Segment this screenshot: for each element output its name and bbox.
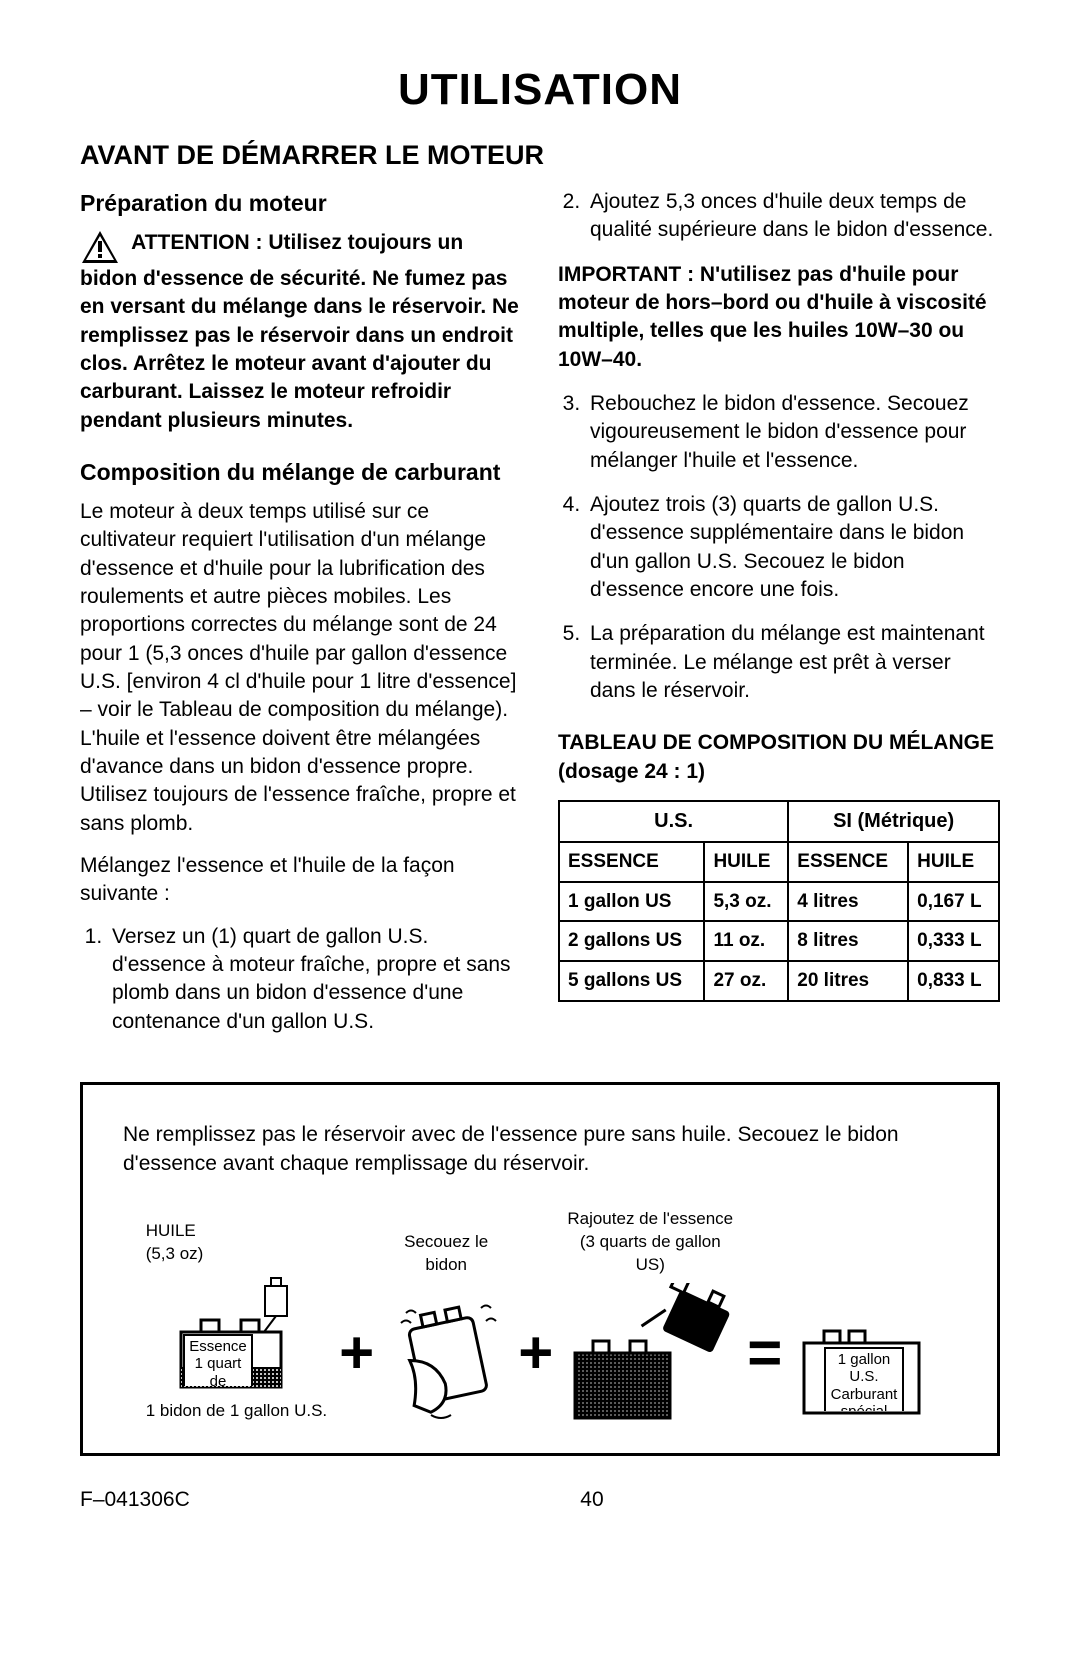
diagram-caption: Ne remplissez pas le réservoir avec de l… (123, 1121, 957, 1178)
table-subheader-1: HUILE (704, 842, 788, 882)
mix-table: U.S. SI (Métrique) ESSENCE HUILE ESSENCE… (558, 800, 1000, 1002)
add-gas-icon (565, 1283, 735, 1423)
steps-list-left: Versez un (1) quart de gallon U.S. d'ess… (80, 923, 522, 1036)
step-4: Ajoutez trois (3) quarts de gallon U.S. … (586, 491, 1000, 604)
table-header-si: SI (Métrique) (788, 801, 999, 842)
table-subheader-3: HUILE (908, 842, 999, 882)
equals-icon: = (747, 1312, 782, 1423)
paragraph-composition: Le moteur à deux temps utilisé sur ce cu… (80, 498, 522, 838)
shake-can-icon (386, 1283, 506, 1423)
table-row: 2 gallons US11 oz.8 litres0,333 L (559, 921, 999, 961)
diagram-step-1: HUILE (5,3 oz) Essenc (146, 1206, 327, 1423)
result-can-icon: 1 gallon U.S. Carburant spécial (794, 1303, 934, 1423)
can1-caption: 1 bidon de 1 gallon U.S. (146, 1400, 327, 1423)
page-footer: F–041306C 40 (80, 1486, 1000, 1514)
oil-label: HUILE (5,3 oz) (146, 1206, 327, 1266)
two-column-layout: Préparation du moteur ATTENTION : Utilis… (80, 188, 1000, 1052)
diagram-box: Ne remplissez pas le réservoir avec de l… (80, 1082, 1000, 1456)
step-2: Ajoutez 5,3 onces d'huile deux temps de … (586, 188, 1000, 245)
steps-list-right-a: Ajoutez 5,3 onces d'huile deux temps de … (558, 188, 1000, 245)
table-row: 1 gallon US5,3 oz.4 litres0,167 L (559, 882, 999, 922)
footer-page-number: 40 (580, 1486, 603, 1514)
subheading-composition: Composition du mélange de carburant (80, 457, 522, 488)
warning-icon (80, 229, 120, 265)
step-5: La préparation du mélange est maintenant… (586, 620, 1000, 705)
plus-icon: + (339, 1312, 374, 1423)
step-3: Rebouchez le bidon d'essence. Secouez vi… (586, 390, 1000, 475)
step-1: Versez un (1) quart de gallon U.S. d'ess… (108, 923, 522, 1036)
warning-block: ATTENTION : Utilisez toujours un bidon d… (80, 229, 522, 435)
plus-icon: + (518, 1312, 553, 1423)
footer-doc-id: F–041306C (80, 1486, 190, 1514)
table-title: TABLEAU DE COMPOSITION DU MÉLANGE (dosag… (558, 729, 1000, 786)
table-header-us: U.S. (559, 801, 788, 842)
shake-label: Secouez le bidon (404, 1217, 488, 1277)
warning-text: ATTENTION : Utilisez toujours un bidon d… (80, 231, 519, 432)
gas-can-oil-icon: Essence 1 quart de gallon US (171, 1272, 301, 1392)
paragraph-mix-intro: Mélangez l'essence et l'huile de la faço… (80, 852, 522, 909)
subheading-preparation: Préparation du moteur (80, 188, 522, 219)
result-inner-label: 1 gallon U.S. Carburant spécial (824, 1347, 904, 1411)
left-column: Préparation du moteur ATTENTION : Utilis… (80, 188, 522, 1052)
add-gas-label: Rajoutez de l'essence (3 quarts de gallo… (567, 1208, 733, 1277)
right-column: Ajoutez 5,3 onces d'huile deux temps de … (558, 188, 1000, 1052)
steps-list-right-b: Rebouchez le bidon d'essence. Secouez vi… (558, 390, 1000, 705)
table-row: 5 gallons US27 oz.20 litres0,833 L (559, 961, 999, 1001)
section-heading: AVANT DE DÉMARRER LE MOTEUR (80, 137, 1000, 173)
diagram-row: HUILE (5,3 oz) Essenc (123, 1206, 957, 1423)
diagram-result: 1 gallon U.S. Carburant spécial (794, 1237, 934, 1423)
table-subheader-2: ESSENCE (788, 842, 908, 882)
diagram-step-3: Rajoutez de l'essence (3 quarts de gallo… (565, 1208, 735, 1423)
diagram-step-2: Secouez le bidon (386, 1217, 506, 1423)
important-note: IMPORTANT : N'utilisez pas d'huile pour … (558, 261, 1000, 374)
page-title: UTILISATION (80, 60, 1000, 119)
can1-inner-label: Essence 1 quart de gallon US (183, 1334, 253, 1386)
table-subheader-0: ESSENCE (559, 842, 704, 882)
